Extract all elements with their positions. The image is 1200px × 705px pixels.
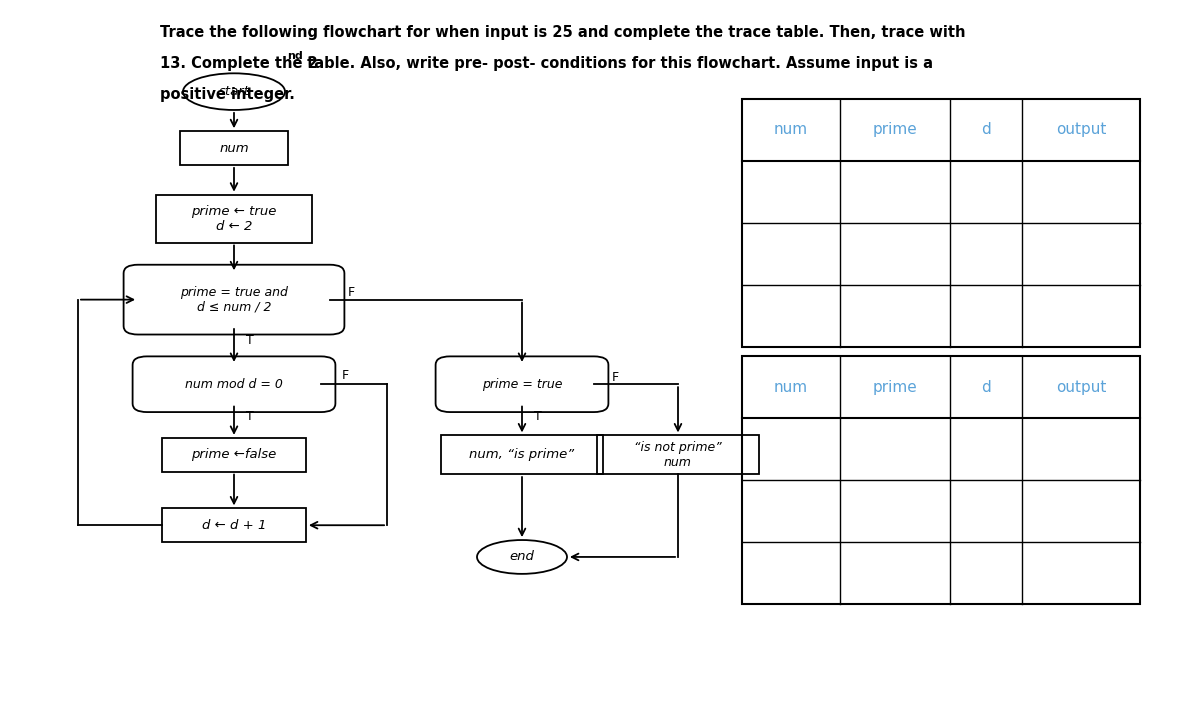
Text: d: d xyxy=(982,122,991,137)
Text: start: start xyxy=(218,85,250,98)
Text: prime = true and
d ≤ num / 2: prime = true and d ≤ num / 2 xyxy=(180,286,288,314)
Text: positive integer.: positive integer. xyxy=(160,87,294,102)
Text: F: F xyxy=(348,286,355,299)
Text: T: T xyxy=(534,410,541,423)
Text: num: num xyxy=(774,379,808,395)
Text: prime: prime xyxy=(872,122,918,137)
Text: num, “is prime”: num, “is prime” xyxy=(469,448,575,461)
Text: T: T xyxy=(246,333,253,347)
Text: prime ←false: prime ←false xyxy=(191,448,277,461)
Text: end: end xyxy=(510,551,534,563)
Text: output: output xyxy=(1056,379,1106,395)
Bar xyxy=(742,99,1140,347)
Text: num: num xyxy=(774,122,808,137)
Text: table. Also, write pre- post- conditions for this flowchart. Assume input is a: table. Also, write pre- post- conditions… xyxy=(302,56,934,71)
Text: prime: prime xyxy=(872,379,918,395)
Text: output: output xyxy=(1056,122,1106,137)
Text: F: F xyxy=(612,371,619,384)
Text: prime = true: prime = true xyxy=(481,378,563,391)
Text: 13. Complete the 2: 13. Complete the 2 xyxy=(160,56,317,71)
Text: F: F xyxy=(342,369,348,382)
Text: “is not prime”
num: “is not prime” num xyxy=(634,441,722,469)
Text: d: d xyxy=(982,379,991,395)
Text: d ← d + 1: d ← d + 1 xyxy=(202,519,266,532)
Text: num: num xyxy=(220,142,248,154)
Text: Trace the following flowchart for when input is 25 and complete the trace table.: Trace the following flowchart for when i… xyxy=(160,25,965,39)
Bar xyxy=(742,356,1140,604)
Text: T: T xyxy=(246,410,253,423)
Text: nd: nd xyxy=(287,51,302,61)
Text: prime ← true
d ← 2: prime ← true d ← 2 xyxy=(191,204,277,233)
Text: num mod d = 0: num mod d = 0 xyxy=(185,378,283,391)
